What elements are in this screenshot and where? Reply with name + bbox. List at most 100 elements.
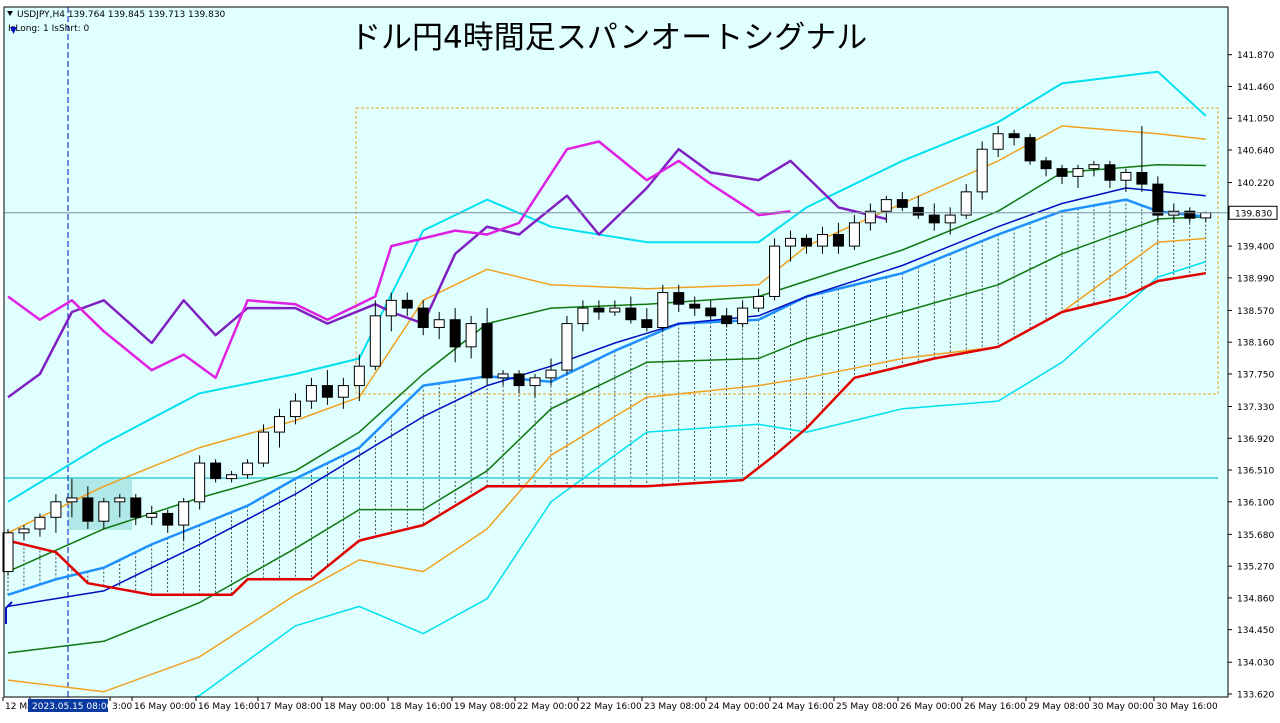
indicator-info: IsLong: 1 IsShrt: 0 bbox=[8, 24, 89, 34]
x-tick-label: 18 May 16:00 bbox=[390, 702, 452, 712]
candle bbox=[912, 195, 924, 219]
x-tick-label: 26 May 00:00 bbox=[900, 702, 962, 712]
candle bbox=[18, 525, 30, 541]
y-tick-label: 138.570 bbox=[1237, 307, 1274, 317]
candle bbox=[449, 308, 461, 363]
candle bbox=[1152, 176, 1164, 223]
plot-background bbox=[4, 7, 1228, 697]
right-axis-bg bbox=[1228, 0, 1280, 723]
candle bbox=[561, 315, 573, 374]
candle bbox=[976, 141, 988, 200]
candle bbox=[864, 203, 876, 231]
current-price-label: 139.830 bbox=[1235, 209, 1272, 219]
candle bbox=[785, 230, 797, 262]
candlesticks bbox=[2, 125, 1212, 576]
y-tick-label: 140.220 bbox=[1237, 179, 1274, 189]
candle bbox=[705, 300, 717, 320]
candle bbox=[1120, 168, 1132, 192]
candle bbox=[577, 300, 589, 332]
ichimoku-cloud bbox=[7, 199, 1207, 595]
candle bbox=[210, 459, 222, 483]
candle bbox=[50, 494, 62, 533]
candle bbox=[1104, 160, 1116, 188]
x-tick-label: 2023.05.15 08:00 bbox=[32, 702, 113, 712]
candle bbox=[848, 215, 860, 250]
candle bbox=[545, 358, 557, 386]
x-tick-label: 17 May 08:00 bbox=[260, 702, 322, 712]
y-tick-label: 138.160 bbox=[1237, 339, 1274, 349]
candle bbox=[737, 300, 749, 328]
candle bbox=[1136, 125, 1148, 192]
y-tick-label: 136.100 bbox=[1237, 498, 1274, 508]
candle bbox=[258, 424, 270, 467]
plot-frame bbox=[3, 6, 1229, 698]
candle bbox=[609, 300, 621, 316]
signal-marker-icon bbox=[10, 27, 17, 34]
candle bbox=[114, 494, 126, 518]
candle bbox=[769, 238, 781, 301]
candle bbox=[529, 373, 541, 398]
x-tick-label: 30 May 00:00 bbox=[1092, 702, 1154, 712]
candle bbox=[928, 203, 940, 231]
x-tick-label: 16 May 00:00 bbox=[134, 702, 196, 712]
line-bb_minus1 bbox=[7, 215, 1206, 654]
candle bbox=[242, 459, 254, 479]
candle bbox=[513, 370, 525, 394]
candle bbox=[369, 300, 381, 371]
y-tick-label: 139.400 bbox=[1237, 243, 1274, 253]
candle bbox=[401, 292, 413, 316]
y-tick-label: 135.270 bbox=[1237, 563, 1274, 573]
line-magenta bbox=[7, 140, 791, 380]
candle bbox=[689, 296, 701, 316]
candle bbox=[226, 470, 238, 483]
candle bbox=[1040, 156, 1052, 177]
candle bbox=[1056, 164, 1068, 185]
candle bbox=[82, 486, 94, 529]
candle bbox=[816, 226, 828, 254]
candle bbox=[801, 234, 812, 254]
chart-title: ドル円4時間足スパンオートシグナル bbox=[350, 20, 867, 56]
y-tick-label: 134.030 bbox=[1237, 659, 1274, 669]
y-tick-label: 141.870 bbox=[1237, 51, 1274, 61]
candle bbox=[1008, 129, 1020, 146]
candle bbox=[481, 308, 493, 386]
candle bbox=[321, 370, 333, 405]
line-span_b bbox=[7, 271, 1207, 597]
candle bbox=[944, 207, 956, 235]
candle bbox=[433, 311, 445, 340]
candle bbox=[593, 300, 605, 320]
y-tick-label: 133.620 bbox=[1237, 691, 1274, 701]
y-tick-label: 136.510 bbox=[1237, 467, 1274, 477]
x-tick-label: 25 May 08:00 bbox=[836, 702, 898, 712]
candle bbox=[162, 509, 174, 533]
x-tick-label: 16 May 16:00 bbox=[198, 702, 260, 712]
candle bbox=[880, 195, 892, 223]
candle bbox=[305, 377, 317, 409]
x-tick-label: 22 May 00:00 bbox=[517, 702, 579, 712]
x-tick-label: 24 May 16:00 bbox=[772, 702, 834, 712]
x-tick-label: 26 May 16:00 bbox=[964, 702, 1026, 712]
candle bbox=[337, 377, 349, 409]
chart-menu-arrow-icon[interactable] bbox=[7, 11, 13, 16]
y-tick-label: 140.640 bbox=[1237, 147, 1274, 157]
current-price-tag: 139.830 bbox=[1228, 205, 1278, 220]
candle bbox=[178, 497, 190, 541]
x-tick-label: 29 May 08:00 bbox=[1028, 702, 1090, 712]
y-tick-label: 136.920 bbox=[1237, 435, 1274, 445]
candle bbox=[146, 505, 158, 526]
y-tick-label: 134.860 bbox=[1237, 594, 1274, 604]
candle bbox=[896, 191, 908, 212]
x-tick-highlight bbox=[28, 699, 108, 712]
y-axis: 141.870 141.460 141.050 140.640 140.220 139.8… bbox=[1228, 51, 1274, 701]
candle bbox=[641, 308, 653, 332]
line-kijun bbox=[7, 187, 1206, 608]
x-tick-label: 12 Ma bbox=[5, 702, 33, 712]
y-tick-label: 134.450 bbox=[1237, 626, 1274, 636]
start-arrow-icon bbox=[5, 601, 13, 624]
y-tick-label: 138.990 bbox=[1237, 274, 1274, 284]
candle bbox=[130, 494, 142, 526]
candle bbox=[465, 315, 477, 359]
candle bbox=[832, 222, 844, 254]
